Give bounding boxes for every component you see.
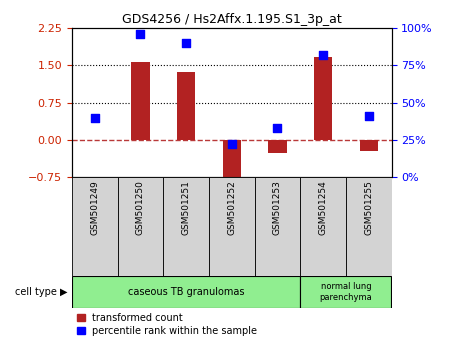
- Text: caseous TB granulomas: caseous TB granulomas: [128, 287, 244, 297]
- Legend: transformed count, percentile rank within the sample: transformed count, percentile rank withi…: [77, 313, 257, 336]
- Bar: [314, 57, 332, 140]
- Text: GSM501250: GSM501250: [136, 180, 145, 235]
- Title: GDS4256 / Hs2Affx.1.195.S1_3p_at: GDS4256 / Hs2Affx.1.195.S1_3p_at: [122, 13, 342, 26]
- Bar: [223, 140, 241, 181]
- Point: [137, 32, 144, 37]
- Text: GSM501253: GSM501253: [273, 180, 282, 235]
- Point: [228, 142, 235, 147]
- Bar: [117, 177, 163, 276]
- Point: [365, 113, 372, 119]
- Bar: [360, 140, 378, 151]
- Bar: [255, 177, 300, 276]
- Text: GSM501254: GSM501254: [319, 180, 328, 235]
- Point: [91, 115, 99, 120]
- Bar: [72, 276, 300, 308]
- Text: GSM501252: GSM501252: [227, 180, 236, 235]
- Bar: [300, 276, 392, 308]
- Bar: [300, 177, 346, 276]
- Text: GSM501251: GSM501251: [182, 180, 191, 235]
- Text: cell type ▶: cell type ▶: [15, 287, 68, 297]
- Bar: [72, 177, 117, 276]
- Text: GSM501255: GSM501255: [364, 180, 373, 235]
- Bar: [177, 72, 195, 140]
- Bar: [209, 177, 255, 276]
- Text: normal lung
parenchyma: normal lung parenchyma: [320, 282, 372, 302]
- Text: GSM501249: GSM501249: [90, 180, 99, 235]
- Bar: [346, 177, 392, 276]
- Bar: [163, 177, 209, 276]
- Point: [274, 125, 281, 131]
- Point: [320, 52, 327, 58]
- Bar: [131, 62, 149, 140]
- Point: [183, 40, 190, 46]
- Bar: [268, 140, 287, 153]
